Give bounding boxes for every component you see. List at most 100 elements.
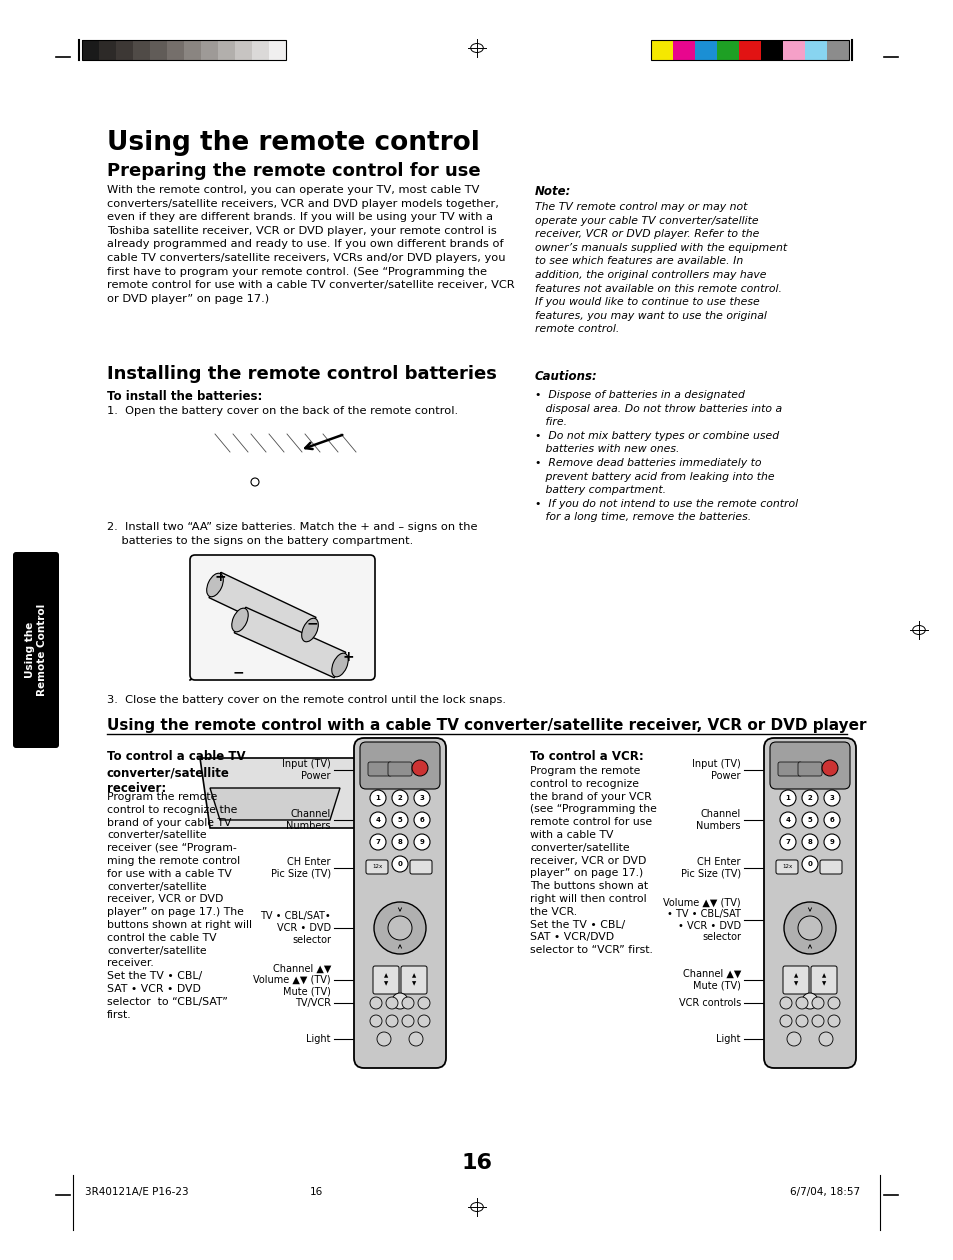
FancyBboxPatch shape — [366, 861, 388, 874]
Bar — [218, 40, 234, 60]
Polygon shape — [210, 788, 339, 820]
FancyBboxPatch shape — [13, 552, 59, 748]
Circle shape — [823, 790, 840, 806]
Text: To control a cable TV
converter/satellite
receiver:: To control a cable TV converter/satellit… — [107, 750, 245, 795]
Circle shape — [370, 1016, 381, 1027]
Circle shape — [811, 1016, 823, 1027]
Circle shape — [780, 1016, 791, 1027]
Text: Program the remote
control to recognize the
brand of your cable TV
converter/sat: Program the remote control to recognize … — [107, 793, 252, 1019]
Text: With the remote control, you can operate your TV, most cable TV
converters/satel: With the remote control, you can operate… — [107, 185, 514, 304]
Circle shape — [370, 834, 386, 850]
Circle shape — [412, 760, 428, 776]
FancyBboxPatch shape — [359, 742, 439, 789]
Text: −: − — [232, 665, 244, 679]
Text: ▲: ▲ — [793, 974, 798, 979]
Polygon shape — [209, 572, 315, 643]
FancyBboxPatch shape — [797, 762, 821, 776]
Circle shape — [401, 1016, 414, 1027]
FancyBboxPatch shape — [775, 861, 797, 874]
Text: VCR controls: VCR controls — [678, 998, 740, 1008]
Text: 5: 5 — [397, 816, 402, 823]
Text: Input (TV)
Power: Input (TV) Power — [282, 760, 331, 781]
Bar — [99, 40, 116, 60]
FancyBboxPatch shape — [778, 762, 801, 776]
FancyBboxPatch shape — [763, 738, 855, 1068]
Text: Light: Light — [716, 1034, 740, 1045]
Circle shape — [392, 993, 408, 1009]
Circle shape — [823, 834, 840, 850]
Bar — [826, 40, 848, 60]
Bar — [650, 40, 848, 60]
Bar — [116, 40, 132, 60]
Bar — [184, 40, 201, 60]
Ellipse shape — [207, 573, 223, 597]
Text: CH Enter
Pic Size (TV): CH Enter Pic Size (TV) — [680, 857, 740, 878]
Text: 9: 9 — [829, 839, 834, 845]
Text: 7: 7 — [784, 839, 790, 845]
FancyBboxPatch shape — [820, 861, 841, 874]
Text: Using the
Remote Control: Using the Remote Control — [25, 604, 47, 696]
FancyBboxPatch shape — [410, 861, 432, 874]
Circle shape — [801, 834, 817, 850]
Circle shape — [392, 856, 408, 872]
Ellipse shape — [470, 1202, 483, 1212]
Circle shape — [786, 1032, 801, 1046]
Text: Cautions:: Cautions: — [535, 370, 598, 383]
Bar — [150, 40, 167, 60]
Text: 1.  Open the battery cover on the back of the remote control.: 1. Open the battery cover on the back of… — [107, 406, 457, 416]
FancyBboxPatch shape — [769, 742, 849, 789]
Text: CH Enter
Pic Size (TV): CH Enter Pic Size (TV) — [271, 857, 331, 878]
Ellipse shape — [332, 653, 348, 677]
Circle shape — [827, 997, 840, 1009]
Circle shape — [392, 790, 408, 806]
Text: Channel
Numbers: Channel Numbers — [286, 809, 331, 830]
Circle shape — [388, 916, 412, 940]
Bar — [82, 40, 286, 60]
Circle shape — [417, 997, 430, 1009]
Circle shape — [795, 1016, 807, 1027]
FancyBboxPatch shape — [782, 966, 808, 994]
Bar — [804, 40, 826, 60]
Circle shape — [386, 1016, 397, 1027]
Circle shape — [370, 811, 386, 828]
Circle shape — [811, 997, 823, 1009]
FancyBboxPatch shape — [373, 966, 398, 994]
FancyBboxPatch shape — [388, 762, 412, 776]
Text: 6/7/04, 18:57: 6/7/04, 18:57 — [789, 1187, 859, 1197]
Bar — [717, 40, 739, 60]
Text: Channel
Numbers: Channel Numbers — [696, 809, 740, 830]
Text: 3: 3 — [829, 795, 834, 801]
Text: 1: 1 — [375, 795, 380, 801]
Text: 2: 2 — [807, 795, 812, 801]
Circle shape — [392, 834, 408, 850]
Bar — [672, 40, 695, 60]
Text: 12x: 12x — [781, 864, 791, 869]
Text: ▲: ▲ — [383, 974, 388, 979]
Text: 0: 0 — [807, 861, 812, 867]
Circle shape — [392, 811, 408, 828]
Circle shape — [797, 916, 821, 940]
Text: 4: 4 — [784, 816, 790, 823]
Text: Channel ▲▼
Mute (TV): Channel ▲▼ Mute (TV) — [682, 969, 740, 990]
Circle shape — [376, 1032, 391, 1046]
Ellipse shape — [29, 625, 41, 635]
Circle shape — [251, 478, 258, 486]
Circle shape — [801, 811, 817, 828]
Text: 3.  Close the battery cover on the remote control until the lock snaps.: 3. Close the battery cover on the remote… — [107, 696, 505, 706]
Text: To install the batteries:: To install the batteries: — [107, 391, 262, 403]
Text: •  Dispose of batteries in a designated
   disposal area. Do not throw batteries: • Dispose of batteries in a designated d… — [535, 391, 798, 523]
Ellipse shape — [301, 619, 318, 641]
Bar — [167, 40, 184, 60]
Bar — [132, 40, 150, 60]
Text: 2: 2 — [397, 795, 402, 801]
Circle shape — [827, 1016, 840, 1027]
Text: Volume ▲▼ (TV)
• TV • CBL/SAT
• VCR • DVD
selector: Volume ▲▼ (TV) • TV • CBL/SAT • VCR • DV… — [662, 897, 740, 942]
Text: +: + — [342, 650, 354, 664]
Polygon shape — [200, 759, 370, 828]
Text: ▼: ▼ — [793, 982, 798, 987]
FancyBboxPatch shape — [400, 966, 427, 994]
Text: 3R40121A/E P16-23: 3R40121A/E P16-23 — [85, 1187, 189, 1197]
Text: Using the remote control: Using the remote control — [107, 130, 479, 156]
Text: 6: 6 — [419, 816, 424, 823]
Circle shape — [414, 790, 430, 806]
